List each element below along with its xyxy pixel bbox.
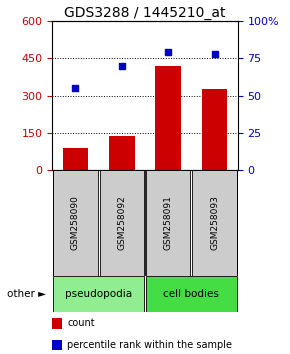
Text: pseudopodia: pseudopodia — [65, 289, 132, 299]
Bar — [146, 276, 237, 312]
Text: GSM258092: GSM258092 — [117, 196, 126, 250]
Bar — [99, 170, 144, 276]
Bar — [52, 318, 62, 329]
Bar — [53, 170, 98, 276]
Text: percentile rank within the sample: percentile rank within the sample — [67, 339, 232, 350]
Bar — [155, 66, 181, 170]
Bar — [109, 136, 135, 170]
Text: count: count — [67, 318, 95, 329]
Bar — [192, 170, 237, 276]
Point — [212, 51, 217, 57]
Text: GSM258093: GSM258093 — [210, 195, 219, 251]
Bar — [202, 89, 227, 170]
Text: GSM258091: GSM258091 — [164, 195, 173, 251]
Bar — [52, 339, 62, 350]
Point — [119, 63, 124, 69]
Point — [166, 50, 171, 55]
Bar — [63, 148, 88, 170]
Point — [73, 85, 78, 91]
Text: other ►: other ► — [7, 289, 46, 299]
Text: cell bodies: cell bodies — [164, 289, 219, 299]
Bar — [146, 170, 191, 276]
Bar — [53, 276, 144, 312]
Title: GDS3288 / 1445210_at: GDS3288 / 1445210_at — [64, 6, 226, 20]
Text: GSM258090: GSM258090 — [71, 195, 80, 251]
